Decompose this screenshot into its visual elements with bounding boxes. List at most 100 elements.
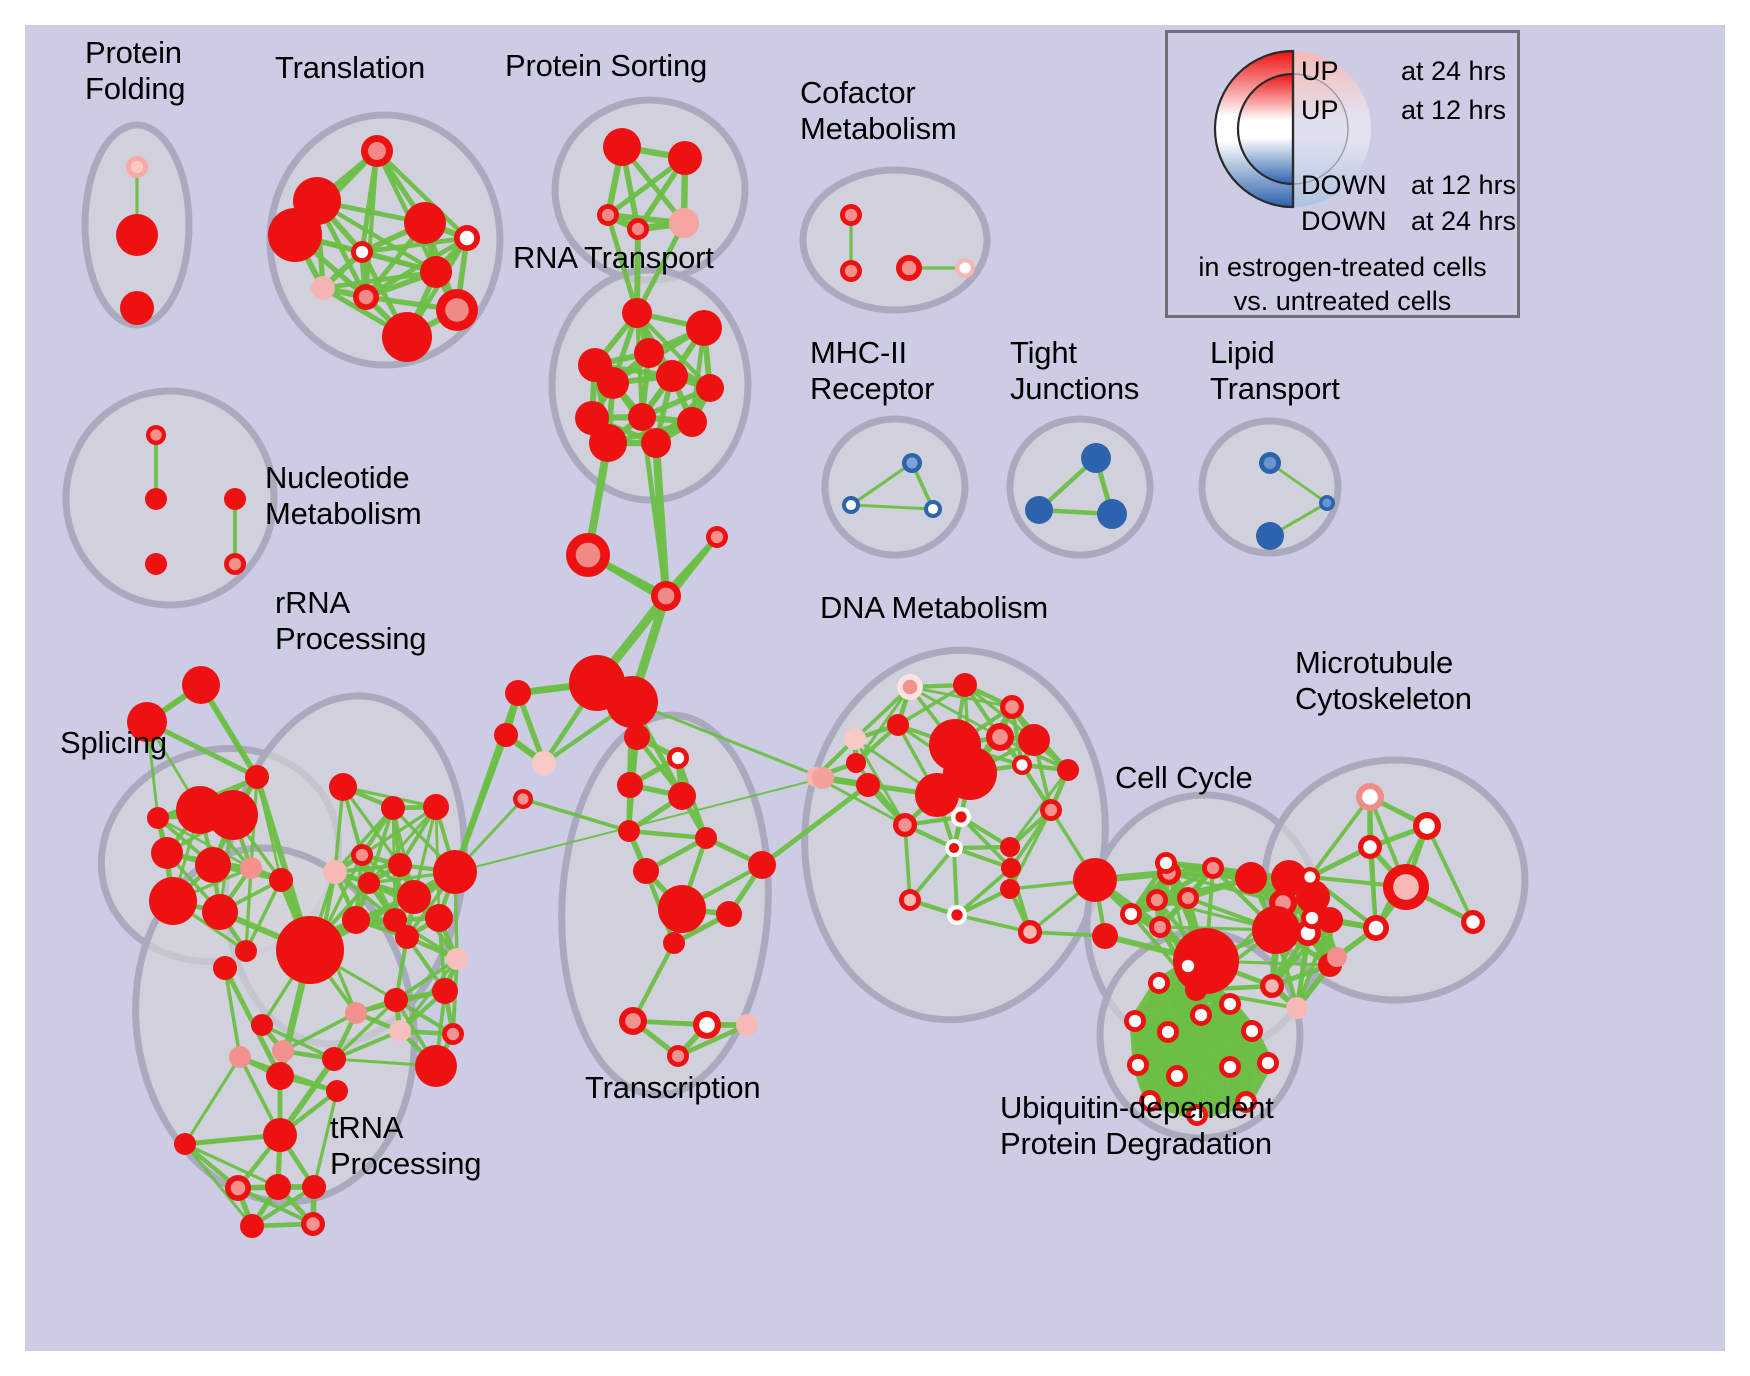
network-node[interactable] (433, 850, 477, 894)
network-node[interactable] (840, 260, 862, 282)
network-node[interactable] (899, 889, 921, 911)
network-node[interactable] (1081, 443, 1111, 473)
network-node[interactable] (351, 241, 373, 263)
network-node[interactable] (1186, 1104, 1208, 1126)
network-node[interactable] (1057, 759, 1079, 781)
network-node[interactable] (693, 1011, 721, 1039)
network-node[interactable] (145, 553, 167, 575)
network-node[interactable] (149, 877, 197, 925)
network-node[interactable] (1097, 499, 1127, 529)
network-node[interactable] (224, 488, 246, 510)
network-node[interactable] (628, 403, 656, 431)
network-node[interactable] (812, 767, 834, 789)
network-node[interactable] (619, 1007, 647, 1035)
network-node[interactable] (887, 714, 909, 736)
network-node[interactable] (532, 751, 556, 775)
network-node[interactable] (301, 1212, 325, 1236)
network-node[interactable] (618, 820, 640, 842)
network-node[interactable] (627, 218, 649, 240)
network-node[interactable] (1301, 907, 1323, 929)
network-node[interactable] (915, 773, 959, 817)
network-node[interactable] (1413, 812, 1441, 840)
network-node[interactable] (1219, 993, 1241, 1015)
network-node[interactable] (182, 666, 220, 704)
network-node[interactable] (1296, 880, 1330, 914)
network-node[interactable] (695, 827, 717, 849)
network-node[interactable] (1383, 864, 1429, 910)
network-node[interactable] (384, 988, 408, 1012)
network-node[interactable] (345, 1002, 367, 1024)
network-node[interactable] (840, 204, 862, 226)
network-node[interactable] (302, 1175, 326, 1199)
network-node[interactable] (1166, 1065, 1188, 1087)
network-node[interactable] (1139, 1090, 1161, 1112)
network-node[interactable] (945, 839, 963, 857)
network-node[interactable] (208, 790, 258, 840)
network-node[interactable] (633, 858, 659, 884)
network-node[interactable] (1000, 879, 1020, 899)
network-node[interactable] (589, 424, 627, 462)
network-node[interactable] (1202, 857, 1224, 879)
network-node[interactable] (224, 553, 246, 575)
network-node[interactable] (494, 723, 518, 747)
network-node[interactable] (1040, 799, 1062, 821)
network-node[interactable] (566, 533, 610, 577)
network-node[interactable] (1149, 916, 1171, 938)
network-node[interactable] (1356, 783, 1384, 811)
network-node[interactable] (842, 496, 860, 514)
network-node[interactable] (667, 747, 689, 769)
network-node[interactable] (1018, 724, 1050, 756)
network-node[interactable] (1155, 852, 1177, 874)
network-node[interactable] (389, 1020, 411, 1042)
network-node[interactable] (856, 773, 880, 797)
network-node[interactable] (1461, 910, 1485, 934)
network-node[interactable] (311, 276, 335, 300)
network-node[interactable] (351, 844, 373, 866)
network-node[interactable] (397, 880, 431, 914)
network-node[interactable] (658, 885, 706, 933)
network-node[interactable] (513, 789, 533, 809)
network-node[interactable] (955, 258, 975, 278)
network-node[interactable] (1219, 1056, 1241, 1078)
network-node[interactable] (446, 948, 468, 970)
network-node[interactable] (1073, 858, 1117, 902)
network-node[interactable] (667, 1045, 689, 1067)
network-node[interactable] (120, 291, 154, 325)
network-node[interactable] (1252, 906, 1300, 954)
network-node[interactable] (276, 916, 344, 984)
network-node[interactable] (245, 765, 269, 789)
network-node[interactable] (322, 1047, 346, 1071)
network-node[interactable] (947, 905, 967, 925)
network-node[interactable] (1300, 867, 1320, 887)
network-node[interactable] (1259, 452, 1281, 474)
network-node[interactable] (454, 225, 480, 251)
network-node[interactable] (127, 702, 167, 742)
network-node[interactable] (1235, 862, 1267, 894)
network-node[interactable] (126, 156, 148, 178)
network-node[interactable] (597, 367, 629, 399)
network-node[interactable] (388, 853, 412, 877)
network-node[interactable] (617, 772, 643, 798)
network-node[interactable] (505, 680, 531, 706)
network-node[interactable] (268, 208, 322, 262)
network-node[interactable] (651, 581, 681, 611)
network-node[interactable] (686, 310, 722, 346)
network-node[interactable] (326, 1080, 348, 1102)
network-node[interactable] (1025, 496, 1053, 524)
network-node[interactable] (953, 673, 977, 697)
network-node[interactable] (951, 807, 971, 827)
network-node[interactable] (240, 857, 262, 879)
network-node[interactable] (902, 453, 922, 473)
network-node[interactable] (1177, 955, 1199, 977)
network-node[interactable] (1327, 947, 1347, 967)
network-node[interactable] (229, 1046, 251, 1068)
network-node[interactable] (1241, 1020, 1263, 1042)
network-node[interactable] (404, 202, 446, 244)
network-node[interactable] (597, 204, 619, 226)
network-node[interactable] (1257, 1052, 1279, 1074)
network-node[interactable] (147, 807, 169, 829)
network-node[interactable] (897, 674, 923, 700)
network-node[interactable] (896, 255, 922, 281)
network-node[interactable] (669, 208, 699, 238)
network-node[interactable] (266, 1062, 294, 1090)
